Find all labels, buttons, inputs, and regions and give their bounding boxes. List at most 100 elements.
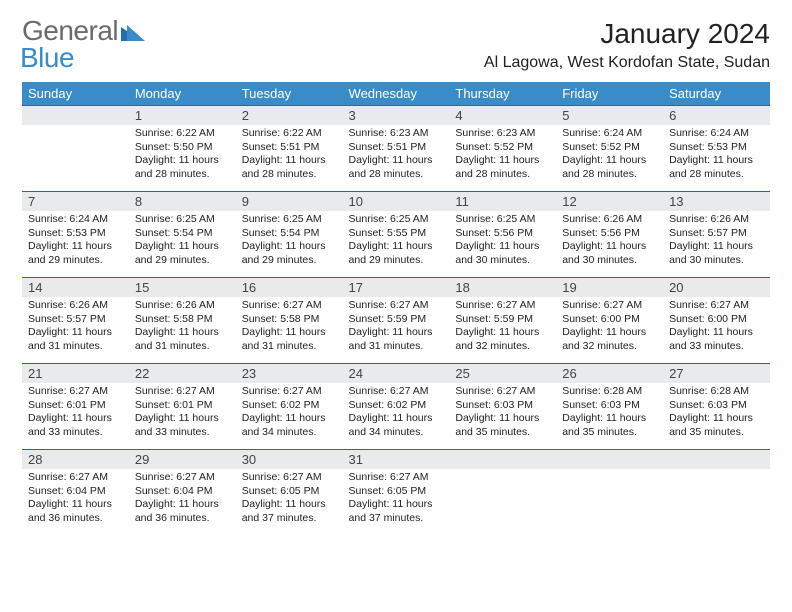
weekday-header: Sunday <box>22 82 129 105</box>
day-number: 4 <box>449 105 556 125</box>
calendar-day-cell <box>449 449 556 535</box>
daylight-line: Daylight: 11 hours and 34 minutes. <box>242 412 337 439</box>
daylight-line: Daylight: 11 hours and 31 minutes. <box>242 326 337 353</box>
sunrise-line: Sunrise: 6:25 AM <box>455 213 550 227</box>
sunset-line: Sunset: 6:01 PM <box>28 399 123 413</box>
daylight-line: Daylight: 11 hours and 29 minutes. <box>135 240 230 267</box>
day-body: Sunrise: 6:24 AMSunset: 5:52 PMDaylight:… <box>556 125 663 186</box>
calendar-day-cell: 26Sunrise: 6:28 AMSunset: 6:03 PMDayligh… <box>556 363 663 449</box>
daylight-line: Daylight: 11 hours and 29 minutes. <box>28 240 123 267</box>
sunrise-line: Sunrise: 6:27 AM <box>455 299 550 313</box>
calendar-day-cell: 13Sunrise: 6:26 AMSunset: 5:57 PMDayligh… <box>663 191 770 277</box>
sunset-line: Sunset: 6:02 PM <box>242 399 337 413</box>
day-number: 10 <box>343 191 450 211</box>
sunrise-line: Sunrise: 6:27 AM <box>28 385 123 399</box>
sunrise-line: Sunrise: 6:27 AM <box>349 471 444 485</box>
sunrise-line: Sunrise: 6:27 AM <box>135 385 230 399</box>
sunrise-line: Sunrise: 6:27 AM <box>135 471 230 485</box>
calendar-day-cell: 18Sunrise: 6:27 AMSunset: 5:59 PMDayligh… <box>449 277 556 363</box>
day-number: 27 <box>663 363 770 383</box>
sunrise-line: Sunrise: 6:27 AM <box>242 385 337 399</box>
sunrise-line: Sunrise: 6:23 AM <box>349 127 444 141</box>
daylight-line: Daylight: 11 hours and 30 minutes. <box>455 240 550 267</box>
day-body: Sunrise: 6:24 AMSunset: 5:53 PMDaylight:… <box>22 211 129 272</box>
sunrise-line: Sunrise: 6:27 AM <box>28 471 123 485</box>
sunrise-line: Sunrise: 6:28 AM <box>669 385 764 399</box>
location: Al Lagowa, West Kordofan State, Sudan <box>484 54 770 72</box>
calendar-day-cell <box>556 449 663 535</box>
day-body: Sunrise: 6:26 AMSunset: 5:57 PMDaylight:… <box>663 211 770 272</box>
calendar-day-cell: 11 Sunrise: 6:25 AMSunset: 5:56 PMDayligh… <box>449 191 556 277</box>
calendar-week-row: 1Sunrise: 6:22 AMSunset: 5:50 PMDaylight… <box>22 105 770 191</box>
day-body: Sunrise: 6:27 AMSunset: 6:02 PMDaylight:… <box>236 383 343 444</box>
sunset-line: Sunset: 6:03 PM <box>669 399 764 413</box>
calendar-day-cell: 31Sunrise: 6:27 AMSunset: 6:05 PMDayligh… <box>343 449 450 535</box>
sunset-line: Sunset: 5:59 PM <box>349 313 444 327</box>
daylight-line: Daylight: 11 hours and 31 minutes. <box>135 326 230 353</box>
sunset-line: Sunset: 5:59 PM <box>455 313 550 327</box>
day-number: 29 <box>129 449 236 469</box>
day-number: 11 <box>449 191 556 211</box>
day-number <box>663 449 770 469</box>
calendar-day-cell: 28Sunrise: 6:27 AMSunset: 6:04 PMDayligh… <box>22 449 129 535</box>
sunrise-line: Sunrise: 6:27 AM <box>349 299 444 313</box>
day-body: Sunrise: 6:27 AMSunset: 6:03 PMDaylight:… <box>449 383 556 444</box>
sunrise-line: Sunrise: 6:25 AM <box>135 213 230 227</box>
calendar-day-cell: 27 Sunrise: 6:28 AMSunset: 6:03 PMDayligh… <box>663 363 770 449</box>
sunrise-line: Sunrise: 6:27 AM <box>562 299 657 313</box>
day-body: Sunrise: 6:23 AMSunset: 5:52 PMDaylight:… <box>449 125 556 186</box>
sunset-line: Sunset: 5:53 PM <box>28 227 123 241</box>
sunset-line: Sunset: 5:51 PM <box>349 141 444 155</box>
logo-triangle-icon <box>121 25 145 41</box>
sunrise-line: Sunrise: 6:25 AM <box>242 213 337 227</box>
daylight-line: Daylight: 11 hours and 37 minutes. <box>349 498 444 525</box>
calendar-week-row: 7Sunrise: 6:24 AMSunset: 5:53 PMDaylight… <box>22 191 770 277</box>
day-body <box>663 469 770 525</box>
sunset-line: Sunset: 5:56 PM <box>455 227 550 241</box>
calendar-day-cell: 15Sunrise: 6:26 AMSunset: 5:58 PMDayligh… <box>129 277 236 363</box>
daylight-line: Daylight: 11 hours and 31 minutes. <box>349 326 444 353</box>
logo: General Blue <box>22 18 145 71</box>
day-body: Sunrise: 6:28 AMSunset: 6:03 PMDaylight:… <box>556 383 663 444</box>
daylight-line: Daylight: 11 hours and 28 minutes. <box>562 154 657 181</box>
day-number: 1 <box>129 105 236 125</box>
day-body: Sunrise: 6:25 AMSunset: 5:54 PMDaylight:… <box>236 211 343 272</box>
sunrise-line: Sunrise: 6:25 AM <box>349 213 444 227</box>
daylight-line: Daylight: 11 hours and 35 minutes. <box>669 412 764 439</box>
sunset-line: Sunset: 6:04 PM <box>135 485 230 499</box>
calendar-week-row: 14Sunrise: 6:26 AMSunset: 5:57 PMDayligh… <box>22 277 770 363</box>
day-number: 3 <box>343 105 450 125</box>
daylight-line: Daylight: 11 hours and 33 minutes. <box>28 412 123 439</box>
calendar-day-cell: 1Sunrise: 6:22 AMSunset: 5:50 PMDaylight… <box>129 105 236 191</box>
day-number: 6 <box>663 105 770 125</box>
day-number: 2 <box>236 105 343 125</box>
calendar-day-cell: 6Sunrise: 6:24 AMSunset: 5:53 PMDaylight… <box>663 105 770 191</box>
calendar-day-cell: 21Sunrise: 6:27 AMSunset: 6:01 PMDayligh… <box>22 363 129 449</box>
day-number: 8 <box>129 191 236 211</box>
day-body: Sunrise: 6:22 AMSunset: 5:51 PMDaylight:… <box>236 125 343 186</box>
sunrise-line: Sunrise: 6:24 AM <box>28 213 123 227</box>
day-body: Sunrise: 6:23 AMSunset: 5:51 PMDaylight:… <box>343 125 450 186</box>
sunset-line: Sunset: 5:58 PM <box>135 313 230 327</box>
calendar-day-cell: 12Sunrise: 6:26 AMSunset: 5:56 PMDayligh… <box>556 191 663 277</box>
sunrise-line: Sunrise: 6:24 AM <box>562 127 657 141</box>
sunrise-line: Sunrise: 6:22 AM <box>135 127 230 141</box>
day-body: Sunrise: 6:27 AMSunset: 6:01 PMDaylight:… <box>22 383 129 444</box>
sunset-line: Sunset: 6:01 PM <box>135 399 230 413</box>
calendar-day-cell: 24Sunrise: 6:27 AMSunset: 6:02 PMDayligh… <box>343 363 450 449</box>
daylight-line: Daylight: 11 hours and 29 minutes. <box>242 240 337 267</box>
day-number: 17 <box>343 277 450 297</box>
sunset-line: Sunset: 6:05 PM <box>242 485 337 499</box>
sunrise-line: Sunrise: 6:27 AM <box>455 385 550 399</box>
calendar-week-row: 21Sunrise: 6:27 AMSunset: 6:01 PMDayligh… <box>22 363 770 449</box>
title-block: January 2024 Al Lagowa, West Kordofan St… <box>484 18 770 72</box>
day-number: 19 <box>556 277 663 297</box>
weekday-header: Monday <box>129 82 236 105</box>
calendar-day-cell: 19Sunrise: 6:27 AMSunset: 6:00 PMDayligh… <box>556 277 663 363</box>
logo-text-general: General <box>22 18 118 45</box>
day-number: 25 <box>449 363 556 383</box>
day-body: Sunrise: 6:27 AMSunset: 6:04 PMDaylight:… <box>22 469 129 530</box>
day-body: Sunrise: 6:22 AMSunset: 5:50 PMDaylight:… <box>129 125 236 186</box>
sunset-line: Sunset: 5:53 PM <box>669 141 764 155</box>
sunset-line: Sunset: 6:03 PM <box>455 399 550 413</box>
